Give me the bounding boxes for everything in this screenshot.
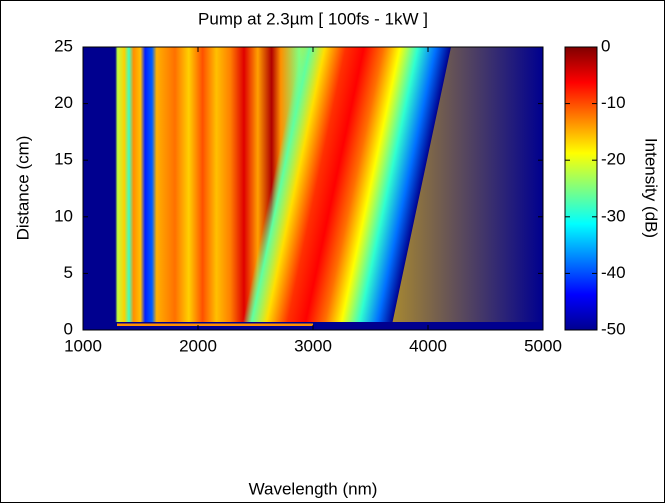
x-tick-label: 3000 <box>294 336 332 355</box>
y-tick-label: 25 <box>54 36 73 55</box>
y-tick-label: 15 <box>54 150 73 169</box>
colorbar-tick-label: -30 <box>601 206 626 225</box>
y-tick-label: 5 <box>64 263 73 282</box>
x-tick-label: 2000 <box>179 336 217 355</box>
colorbar-tick-label: 0 <box>601 36 610 55</box>
colorbar-tick-label: -40 <box>601 263 626 282</box>
chart-title: Pump at 2.3µm [ 100fs - 1kW ] <box>198 9 428 28</box>
y-tick-label: 10 <box>54 206 73 225</box>
x-tick-label: 4000 <box>409 336 447 355</box>
y-tick-label: 20 <box>54 93 73 112</box>
x-tick-label: 1000 <box>64 336 102 355</box>
colorbar-tick-label: -10 <box>601 93 626 112</box>
y-axis-label: Distance (cm) <box>13 136 32 241</box>
colorbar-label: Intensity (dB) <box>642 138 661 238</box>
heatmap <box>83 47 543 330</box>
x-tick-label: 5000 <box>524 336 562 355</box>
x-axis-label: Wavelength (nm) <box>249 479 378 498</box>
y-tick-label: 0 <box>64 319 73 338</box>
colorbar-tick-label: -50 <box>601 319 626 338</box>
colorbar-tick-label: -20 <box>601 150 626 169</box>
colorbar <box>564 46 598 331</box>
